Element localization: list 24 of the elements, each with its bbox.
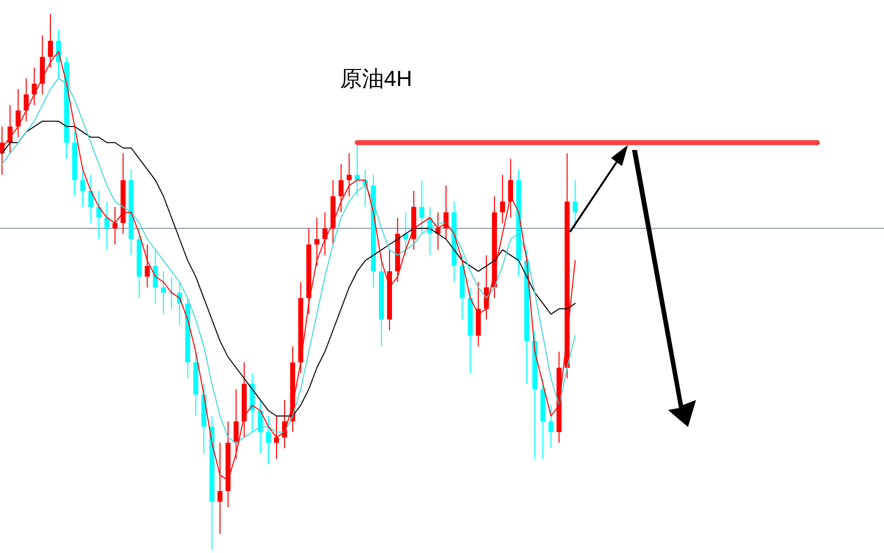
candlestick <box>80 168 86 208</box>
text: 原油4H <box>340 66 412 91</box>
candlestick <box>24 78 29 122</box>
candlestick <box>234 388 239 460</box>
candlestick <box>508 158 514 218</box>
candlestick <box>88 174 94 224</box>
candlestick <box>314 217 320 266</box>
candlestick <box>32 67 37 106</box>
candlestick <box>419 180 424 234</box>
candlestick <box>274 416 279 460</box>
candlestick <box>258 399 263 454</box>
candlestick <box>266 416 271 465</box>
candlestick <box>104 201 110 250</box>
candlestick <box>548 404 554 449</box>
candlestick <box>338 164 344 213</box>
candlestick <box>346 152 352 197</box>
candlestick <box>96 190 102 240</box>
candlestick <box>500 174 506 224</box>
candlestick <box>144 244 150 288</box>
candlestick <box>16 88 21 138</box>
candlestick <box>572 180 578 229</box>
candlestick <box>112 206 118 245</box>
candlestick <box>152 249 158 304</box>
candlestick <box>160 270 166 315</box>
